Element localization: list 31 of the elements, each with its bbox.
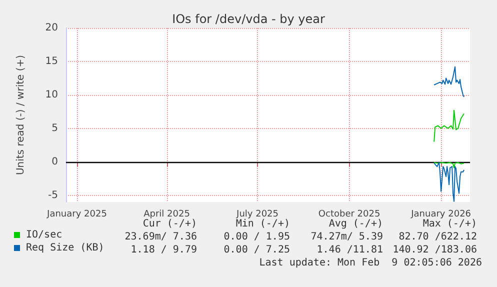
legend-label: IO/sec (26, 230, 62, 240)
y-tick-label: 5 (52, 122, 58, 134)
y-tick-label: 0 (52, 156, 58, 168)
text: Last update: Mon Feb 9 02:05:06 2026 (259, 258, 482, 268)
x-tick-label: October 2025 (318, 210, 380, 220)
text: 82.70 /622.12 (398, 232, 477, 242)
text: Min (-/+) (236, 218, 290, 230)
x-tick-label: January 2025 (46, 210, 107, 220)
line-series (434, 162, 465, 202)
line-series (434, 110, 465, 142)
x-tick-label: January 2026 (410, 210, 472, 220)
text: 74.27m/ 5.39 (310, 232, 383, 242)
x-tick-label: April 2025 (144, 210, 190, 220)
text: 140.92 /183.06 (392, 244, 477, 256)
y-tick-label: 20 (45, 22, 58, 34)
text: 23.69m/ 7.36 (124, 232, 197, 242)
text: Cur (-/+) (142, 218, 197, 230)
text: 0.00 / 7.25 (224, 244, 290, 256)
text: 1.18 / 9.79 (130, 244, 197, 256)
x-tick-label: July 2025 (236, 210, 278, 220)
text: Avg (-/+) (328, 218, 383, 230)
y-axis-title: Units read (-) / write (+) (16, 54, 26, 176)
line-series (434, 66, 465, 98)
legend-label: Req Size (KB) (26, 242, 104, 254)
text: 1.46 /11.81 (316, 244, 383, 256)
y-tick-label: -5 (48, 190, 58, 201)
text: 0.00 / 1.95 (224, 232, 290, 242)
text: Max (-/+) (422, 218, 477, 230)
chart-title: IOs for /dev/vda - by year (172, 12, 326, 26)
y-tick-label: 15 (45, 56, 58, 67)
y-tick-label: 10 (45, 89, 58, 100)
